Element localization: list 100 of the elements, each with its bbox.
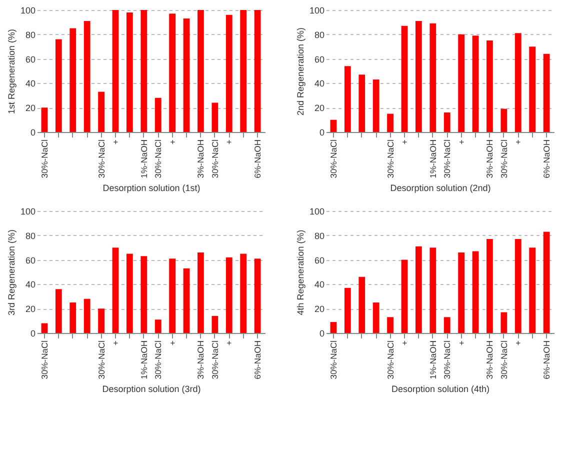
bar [358, 276, 366, 333]
y-tick-label: 60 [25, 54, 36, 64]
bar [330, 120, 337, 132]
x-tick-label: 3%-NaOH [484, 340, 495, 380]
x-tick-label: + [167, 139, 178, 144]
bar [98, 92, 104, 132]
bar [500, 108, 508, 132]
y-axis-title: 1st Regeneration (%) [6, 28, 16, 114]
x-tick-label: 30%-NaCl [153, 139, 164, 178]
x-tick-label: 30%-NaCl [96, 340, 106, 380]
x-tick-label: 30%-NaCl [39, 340, 50, 380]
y-tick-label: 80 [25, 230, 36, 241]
bar [387, 317, 394, 333]
y-tick-label: 60 [25, 255, 36, 266]
y-tick-label: 20 [314, 304, 324, 314]
x-tick-label: 30%-NaCl [442, 139, 452, 178]
y-tick-label: 0 [319, 128, 324, 138]
y-axis-title: 4th Regeneration (%) [295, 230, 306, 316]
bar [41, 323, 48, 333]
x-tick-label: 30%-NaCl [153, 340, 164, 380]
x-tick-label: + [224, 139, 234, 144]
bar [344, 288, 351, 333]
bar [372, 302, 380, 333]
bar [55, 39, 62, 132]
x-tick-label: 30%-NaCl [385, 340, 396, 380]
y-tick-label: 20 [25, 103, 36, 114]
bar [430, 248, 436, 333]
bar [444, 317, 450, 333]
bar [401, 26, 408, 132]
x-tick-label: 1%-NaOH [138, 140, 149, 178]
x-tick-label: 30%-NaCl [328, 340, 338, 380]
y-axis-title: 2nd Regeneration (%) [295, 27, 306, 116]
bar [514, 33, 522, 132]
y-tick-label: 40 [314, 280, 324, 290]
y-tick-label: 100 [20, 6, 36, 16]
bar [430, 23, 436, 132]
x-tick-label: + [513, 139, 524, 144]
y-tick-label: 0 [30, 328, 36, 338]
y-tick-label: 80 [314, 230, 324, 241]
bar [55, 289, 62, 333]
x-tick-label: 1%-NaOH [138, 340, 149, 380]
bar [98, 308, 104, 333]
bar [529, 248, 536, 333]
x-tick-label: 6%-NaOH [542, 140, 552, 178]
x-tick-label: 30%-NaCl [498, 139, 509, 178]
bar [41, 108, 48, 132]
bar [543, 54, 550, 132]
bar [529, 46, 536, 132]
x-tick-label: 6%-NaOH [252, 340, 263, 380]
x-tick-label: + [456, 139, 466, 144]
bar [472, 36, 479, 132]
x-tick-label: + [110, 139, 120, 144]
bar [226, 257, 232, 333]
y-tick-label: 40 [25, 280, 36, 290]
bar [169, 258, 176, 333]
x-tick-label: 30%-NaCl [442, 340, 452, 380]
bar [372, 80, 380, 132]
x-tick-label: + [513, 340, 524, 346]
y-tick-label: 100 [309, 206, 324, 216]
x-tick-label: 1%-NaOH [428, 340, 438, 380]
bar [140, 256, 148, 333]
x-tick-label: 30%-NaCl [498, 340, 509, 380]
x-tick-label: 3%-NaOH [196, 140, 206, 178]
bar [183, 18, 190, 132]
bar [344, 66, 351, 132]
bar [358, 74, 366, 132]
bar [154, 98, 162, 132]
x-tick-label: + [399, 340, 410, 346]
x-tick-label: 3%-NaOH [484, 140, 495, 178]
bar [212, 102, 218, 132]
bar [84, 298, 90, 333]
x-tick-label: + [456, 340, 466, 346]
bar [169, 14, 176, 132]
bar [387, 114, 394, 132]
bar [486, 40, 493, 132]
x-tick-label: 30%-NaCl [39, 139, 50, 178]
bar [415, 20, 422, 132]
bar [330, 322, 337, 333]
x-tick-label: + [167, 340, 178, 346]
bar [444, 112, 450, 132]
bar [458, 34, 465, 132]
y-tick-label: 40 [314, 78, 324, 89]
bar [415, 246, 422, 333]
bar [254, 258, 261, 333]
y-tick-label: 40 [25, 78, 36, 89]
bar [543, 232, 550, 333]
x-tick-label: 1%-NaOH [428, 140, 438, 178]
bar [154, 320, 162, 333]
bar [254, 10, 261, 132]
x-tick-label: 3%-NaOH [196, 340, 206, 380]
y-tick-label: 60 [314, 255, 324, 266]
bar [500, 312, 508, 333]
y-tick-label: 100 [309, 6, 324, 16]
x-tick-label: 30%-NaCl [385, 139, 396, 178]
bar [126, 254, 133, 333]
x-axis-title: Desorption solution (1st) [102, 183, 200, 194]
y-tick-label: 20 [314, 103, 324, 114]
bar [226, 14, 232, 132]
bar [126, 12, 133, 132]
bar [70, 302, 76, 333]
